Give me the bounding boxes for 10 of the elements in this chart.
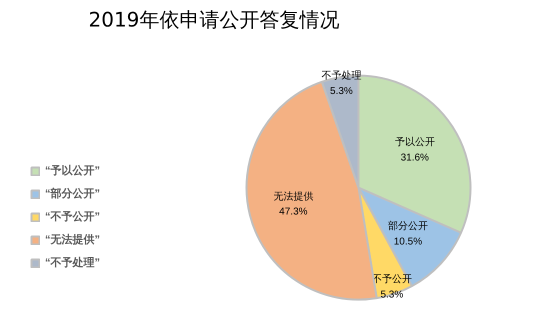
data-label: 无法提供 47.3% <box>273 190 314 218</box>
legend-label: “予以公开” <box>45 164 100 178</box>
data-label: 部分公开 10.5% <box>388 220 428 248</box>
chart-title: 2019年依申请公开答复情况 <box>88 8 340 32</box>
data-label: 不予处理 5.3% <box>321 70 362 98</box>
legend-label: “无法提供” <box>45 232 100 247</box>
legend-label: “不予公开” <box>45 210 100 224</box>
data-label: 予以公开 31.6% <box>394 136 435 164</box>
legend-label: “部分公开” <box>45 186 100 201</box>
legend-label: “不予处理” <box>45 256 100 270</box>
